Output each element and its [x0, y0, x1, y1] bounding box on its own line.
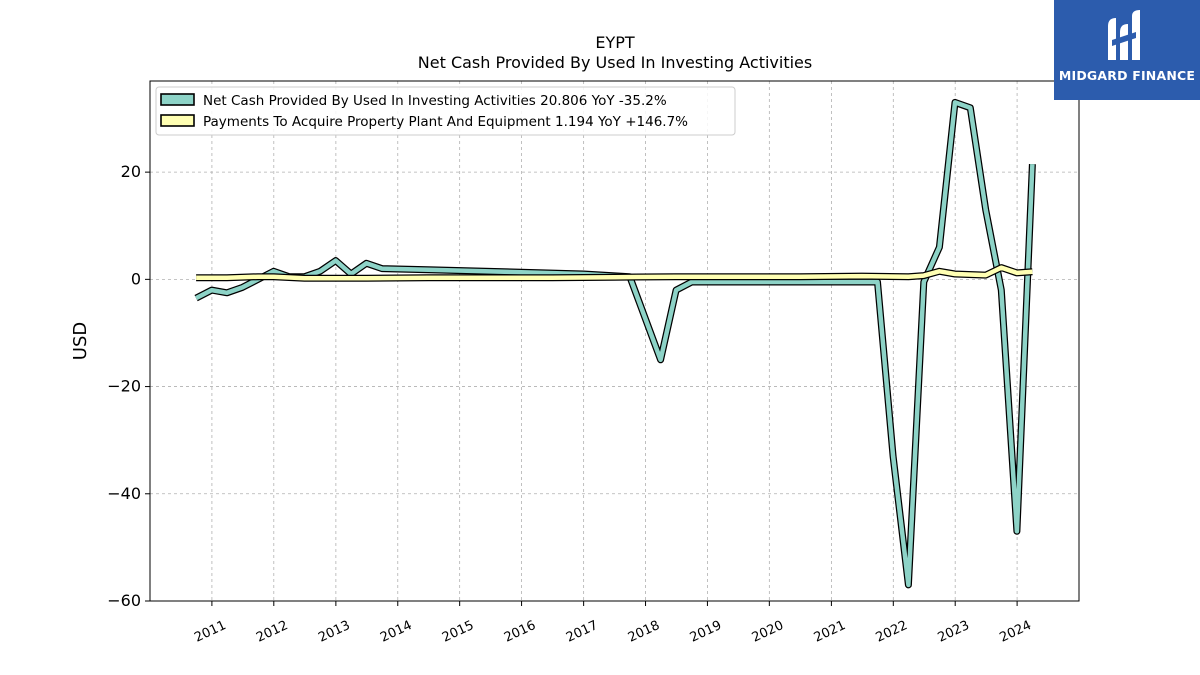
logo-brand-text: MIDGARD FINANCE — [1058, 68, 1196, 83]
series-line — [195, 100, 1035, 588]
series-layer — [194, 98, 1036, 589]
x-tick-label: 2021 — [812, 618, 848, 646]
y-axis: 20 0 −20 −40 −60 — [107, 162, 150, 610]
midgard-finance-logo: MIDGARD FINANCE — [1054, 0, 1200, 100]
x-tick-label: 2017 — [564, 618, 600, 646]
x-tick-label: 2022 — [874, 618, 910, 646]
x-tick-label: 2018 — [626, 618, 662, 646]
chart-subtitle: Net Cash Provided By Used In Investing A… — [418, 53, 812, 72]
legend-swatch — [160, 93, 195, 106]
y-tick-label: −40 — [107, 484, 141, 503]
series-2 — [196, 264, 1033, 282]
y-axis-label: USD — [70, 322, 91, 360]
y-tick-label: 20 — [121, 162, 141, 181]
chart-title: EYPT — [595, 33, 635, 52]
x-tick-label: 2020 — [750, 618, 786, 646]
legend-label: Net Cash Provided By Used In Investing A… — [203, 93, 667, 109]
midgard-logo-icon — [1108, 10, 1140, 60]
y-tick-label: −20 — [107, 377, 141, 396]
x-tick-label: 2023 — [936, 618, 972, 646]
grid — [150, 81, 1079, 602]
x-axis: 2011 2012 2013 2014 2015 2016 2017 2018 2019 2020… — [192, 601, 1034, 646]
x-tick-label: 2014 — [378, 618, 414, 646]
legend-swatch — [160, 114, 195, 127]
legend-box — [155, 86, 736, 136]
legend: Net Cash Provided By Used In Investing A… — [155, 86, 736, 136]
series-outline — [194, 98, 1036, 589]
series-line — [196, 265, 1033, 281]
plot-frame — [149, 80, 1080, 602]
x-tick-label: 2024 — [997, 618, 1033, 646]
x-tick-label: 2016 — [502, 618, 538, 646]
x-tick-label: 2012 — [254, 618, 290, 646]
legend-label: Payments To Acquire Property Plant And E… — [203, 114, 688, 130]
series-1 — [194, 98, 1036, 589]
y-tick-label: 0 — [131, 269, 141, 288]
y-tick-label: −60 — [107, 591, 141, 610]
x-tick-label: 2011 — [192, 618, 228, 646]
x-tick-label: 2015 — [440, 618, 476, 646]
x-tick-label: 2019 — [688, 618, 724, 646]
x-tick-label: 2013 — [316, 618, 352, 646]
